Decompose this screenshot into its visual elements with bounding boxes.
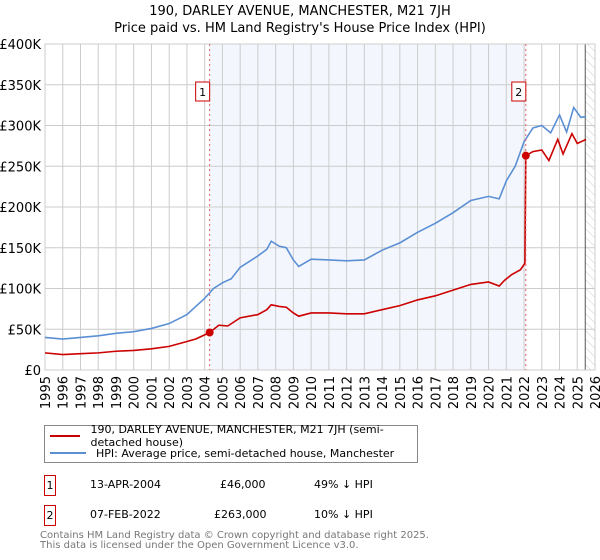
x-tick-label: 2003	[181, 376, 196, 409]
x-tick-label: 2023	[536, 376, 551, 409]
plot-frame	[44, 43, 596, 371]
series-line	[44, 105, 587, 340]
x-tick-label: 1995	[39, 376, 54, 409]
annotation-label: 1	[199, 86, 206, 99]
y-tick-label: £0	[24, 364, 41, 379]
x-tick-label: 2000	[128, 376, 143, 409]
x-tick-label: 2011	[323, 376, 338, 409]
annotation-box	[195, 81, 211, 102]
x-tick-label: 2021	[500, 376, 515, 409]
x-tick-label: 2020	[483, 376, 498, 409]
sale-date: 07-FEB-2022	[90, 508, 161, 521]
x-tick-label: 1998	[92, 376, 107, 409]
y-tick-label: £200K	[0, 201, 41, 216]
x-tick-label: 1999	[110, 376, 125, 409]
x-tick-label: 2009	[287, 376, 302, 409]
sale-price: £263,000	[214, 508, 267, 521]
x-tick-label: 2006	[234, 376, 249, 409]
x-tick-label: 2002	[163, 376, 178, 409]
x-tick-label: 2001	[145, 376, 160, 409]
sale-hpi: 10% ↓ HPI	[314, 508, 373, 521]
x-tick-label: 1997	[74, 376, 89, 409]
sale-hpi: 49% ↓ HPI	[314, 478, 373, 491]
x-tick-label: 2016	[412, 376, 427, 409]
x-tick-label: 2018	[447, 376, 462, 409]
y-tick-label: £100K	[0, 283, 41, 298]
sale-point	[205, 328, 214, 337]
legend-swatch-red	[50, 435, 81, 437]
sale-row: 2 07-FEB-2022 £263,000 10% ↓ HPI	[44, 505, 374, 526]
x-tick-label: 2012	[341, 376, 356, 409]
y-tick-label: £400K	[0, 38, 41, 53]
x-tick-label: 2017	[429, 376, 444, 409]
legend-swatch-blue	[50, 452, 86, 454]
legend-item-hpi: HPI: Average price, semi-detached house,…	[45, 445, 394, 461]
y-tick-label: £350K	[0, 79, 41, 94]
chart-title: 190, DARLEY AVENUE, MANCHESTER, M21 7JH	[149, 4, 451, 19]
series-line	[44, 131, 587, 356]
sale-point	[521, 151, 530, 160]
x-tick-label: 2015	[394, 376, 409, 409]
sale-marker: 2	[44, 505, 56, 526]
legend: 190, DARLEY AVENUE, MANCHESTER, M21 7JH …	[44, 423, 418, 463]
legend-label: HPI: Average price, semi-detached house,…	[96, 446, 395, 460]
annotation-label: 2	[515, 86, 522, 99]
sale-date: 13-APR-2004	[90, 478, 162, 491]
y-tick-label: £250K	[0, 160, 41, 175]
x-tick-label: 1996	[57, 376, 72, 409]
y-tick-label: £150K	[0, 242, 41, 257]
legend-label: 190, DARLEY AVENUE, MANCHESTER, M21 7JH …	[90, 423, 384, 449]
y-tick-label: £300K	[0, 120, 41, 135]
y-tick-label: £50K	[8, 323, 42, 338]
x-tick-label: 2007	[252, 376, 267, 409]
annotation-box	[511, 81, 527, 102]
x-tick-label: 2019	[465, 376, 480, 409]
x-tick-label: 2024	[554, 376, 569, 409]
sale-row: 1 13-APR-2004 £46,000 49% ↓ HPI	[44, 475, 374, 496]
footer-copyright: Contains HM Land Registry data © Crown c…	[40, 530, 429, 541]
footer: Contains HM Land Registry data © Crown c…	[40, 531, 429, 551]
legend-item-property: 190, DARLEY AVENUE, MANCHESTER, M21 7JH …	[45, 423, 417, 449]
price-chart: £0 £50K £100K £150K £200K £250K £300K £350K £400…	[0, 38, 600, 409]
x-tick-label: 2026	[589, 376, 600, 409]
x-tick-label: 2025	[571, 376, 586, 409]
sale-marker: 1	[44, 475, 56, 496]
sale-price: £46,000	[220, 478, 266, 491]
x-tick-label: 2013	[358, 376, 373, 409]
footer-licence: This data is licensed under the Open Gov…	[40, 540, 359, 551]
x-tick-label: 2010	[305, 376, 320, 409]
x-tick-label: 2022	[518, 376, 533, 409]
x-tick-label: 2005	[216, 376, 231, 409]
chart-subtitle: Price paid vs. HM Land Registry's House …	[114, 21, 486, 36]
x-tick-label: 2008	[270, 376, 285, 409]
x-tick-label: 2014	[376, 376, 391, 409]
x-tick-label: 2004	[199, 376, 214, 409]
